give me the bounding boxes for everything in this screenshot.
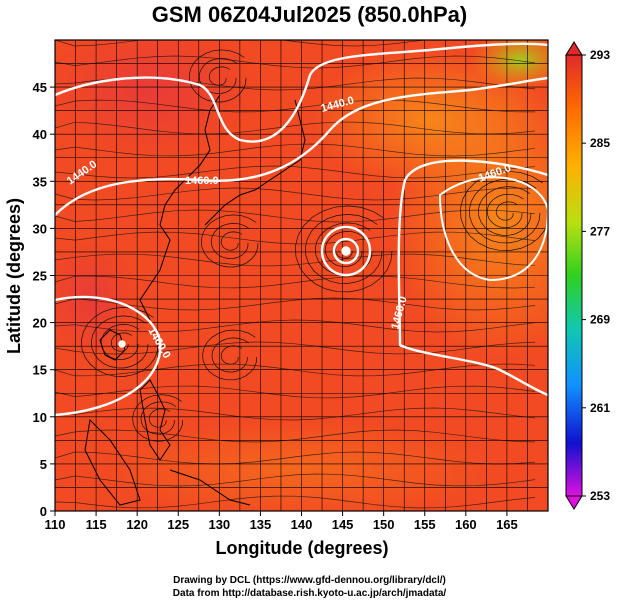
streamline	[211, 337, 249, 373]
x-tick-label: 140	[291, 517, 313, 532]
streamline	[55, 473, 536, 487]
streamline	[55, 363, 536, 377]
streamline	[55, 143, 536, 157]
colorbar-ramp	[565, 54, 583, 497]
y-tick-label: 5	[40, 457, 47, 472]
x-tick-label: 130	[208, 517, 230, 532]
contour-label-1460-japan: 1460.0	[185, 175, 219, 187]
credits: Drawing by DCL (https://www.gfd-dennou.o…	[0, 574, 619, 600]
colorbar-label: 261	[590, 401, 610, 415]
y-tick-label: 25	[33, 269, 47, 284]
streamline	[210, 223, 250, 259]
streamline	[55, 429, 536, 443]
x-tick-label: 165	[496, 517, 518, 532]
streamline	[55, 121, 536, 135]
streamline	[55, 99, 536, 113]
streamline	[140, 401, 177, 435]
x-tick-labels: 110 115 120 125 130 135 140 145 150 155 160 165	[45, 511, 518, 532]
streamline	[200, 214, 259, 268]
credit-data: Data from http://database.rish.kyoto-u.a…	[172, 588, 447, 599]
y-tick-labels: 0 5 10 15 20 25 30 35 40 45	[33, 80, 55, 519]
streamline	[188, 49, 247, 103]
x-tick-label: 150	[373, 517, 395, 532]
x-tick-label: 120	[126, 517, 148, 532]
colorbar-label: 293	[590, 48, 610, 62]
x-tick-label: 155	[414, 517, 436, 532]
streamline	[202, 329, 258, 381]
streamline	[220, 231, 243, 251]
colorbar-min-arrow	[565, 495, 583, 510]
wind-streamlines	[55, 40, 548, 509]
streamline	[90, 315, 149, 369]
y-tick-label: 0	[40, 504, 47, 519]
streamline	[148, 408, 171, 428]
streamline	[55, 40, 427, 47]
map-title: GSM 06Z04Jul2025 (850.0hPa)	[151, 2, 468, 27]
x-tick-label: 110	[45, 517, 66, 532]
y-tick-label: 20	[33, 316, 47, 331]
streamline	[295, 205, 393, 293]
y-tick-label: 35	[33, 174, 47, 189]
streamline	[55, 297, 536, 311]
streamline	[208, 66, 231, 86]
y-tick-label: 40	[33, 127, 47, 142]
colorbar-label: 269	[590, 313, 610, 327]
y-tick-label: 30	[33, 221, 47, 236]
streamline	[495, 201, 518, 221]
x-tick-label: 115	[86, 517, 107, 532]
streamline	[55, 187, 536, 201]
colorbar: 293 285 277 269 261 253	[565, 41, 610, 510]
streamline	[55, 407, 536, 421]
streamline	[324, 231, 364, 267]
credit-drawing: Drawing by DCL (https://www.gfd-dennou.o…	[173, 575, 446, 586]
colorbar-max-arrow	[565, 41, 583, 56]
streamline	[55, 319, 536, 333]
streamline	[55, 495, 536, 509]
x-axis-label: Longitude (degrees)	[215, 538, 388, 558]
streamline	[55, 231, 536, 245]
y-tick-label: 45	[33, 80, 47, 95]
x-tick-label: 145	[332, 517, 354, 532]
streamline	[477, 186, 532, 236]
streamline	[110, 332, 133, 352]
y-axis-label: Latitude (degrees)	[4, 198, 24, 354]
streamline	[132, 394, 184, 442]
streamline	[55, 275, 536, 289]
streamline	[55, 341, 536, 355]
height-contours	[55, 42, 548, 417]
streamline	[55, 165, 536, 179]
streamline	[460, 170, 548, 251]
x-tick-label: 160	[455, 517, 477, 532]
x-tick-label: 125	[167, 517, 189, 532]
y-tick-label: 15	[33, 363, 47, 378]
colorbar-label: 277	[590, 224, 610, 238]
streamline	[55, 451, 536, 465]
streamline	[55, 55, 536, 69]
y-tick-label: 10	[33, 410, 47, 425]
streamline	[486, 193, 524, 229]
colorbar-label: 253	[590, 489, 610, 503]
colorbar-label: 285	[590, 136, 610, 150]
streamline	[55, 209, 536, 223]
x-tick-label: 135	[250, 517, 272, 532]
